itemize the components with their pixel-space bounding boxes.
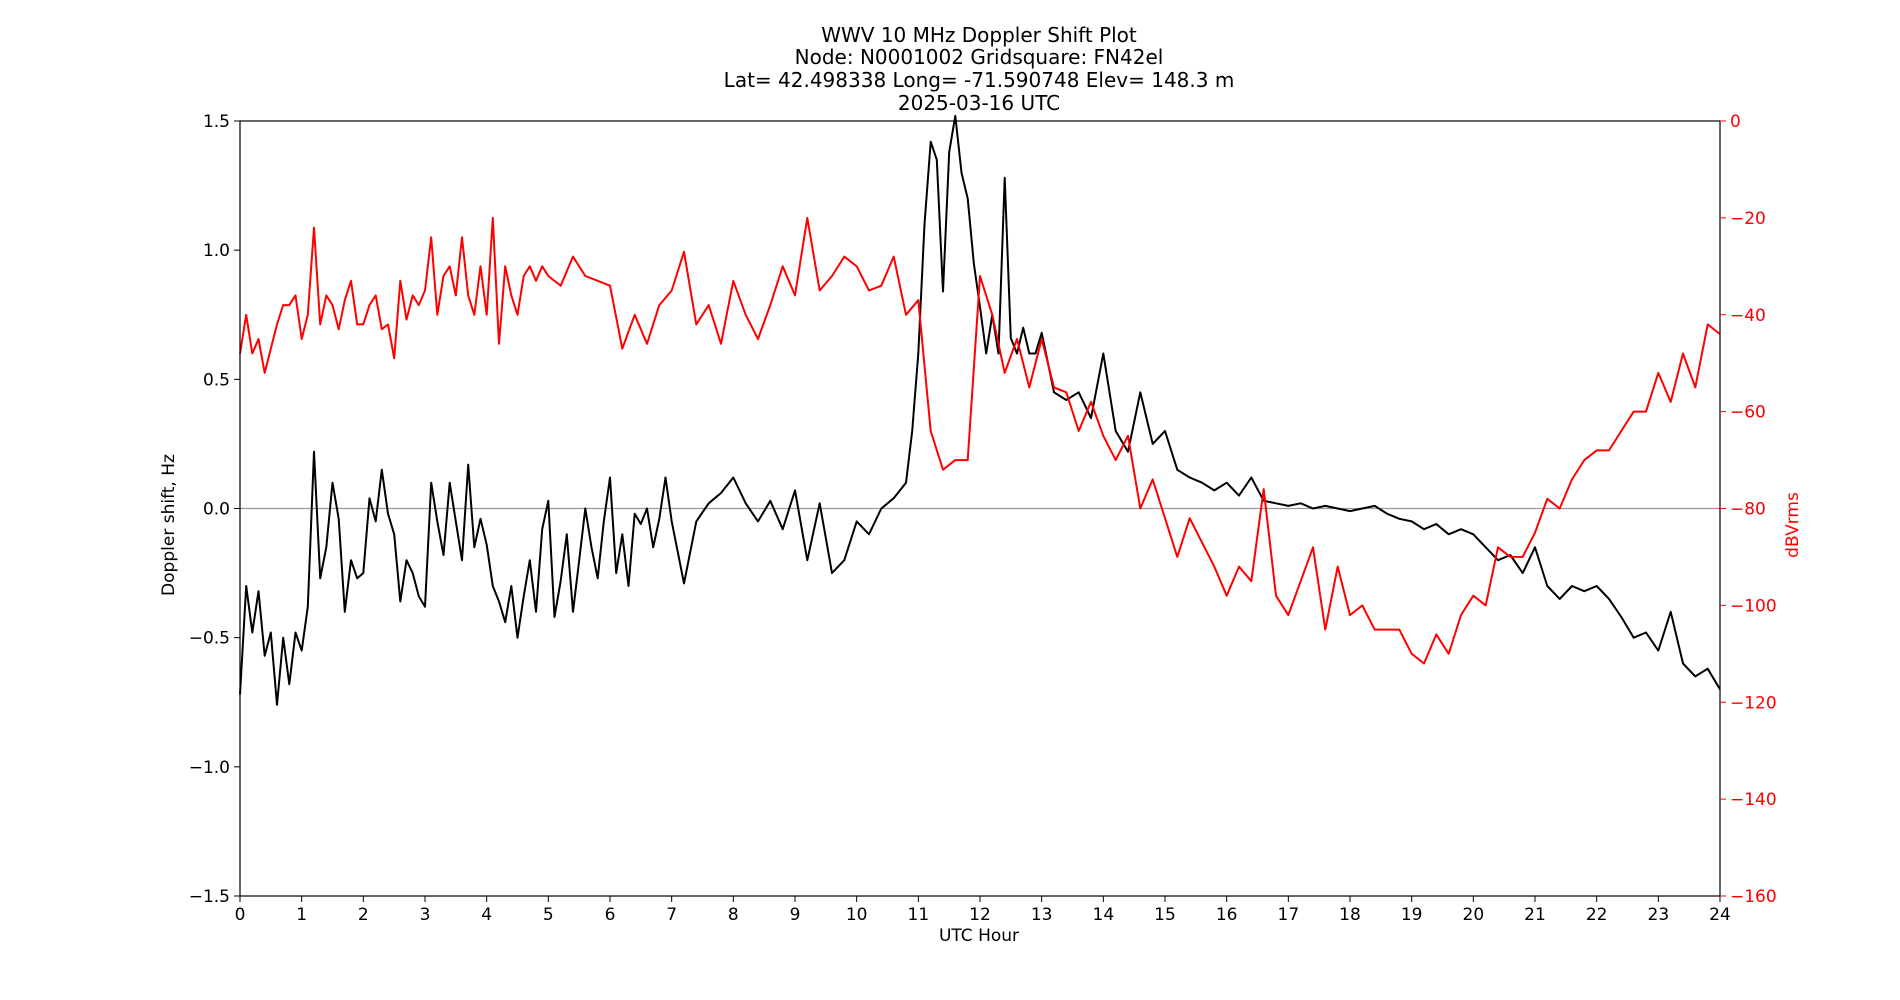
- title-line-4: 2025-03-16 UTC: [898, 91, 1060, 115]
- x-tick-label: 5: [543, 905, 554, 925]
- y2-axis-label: dBVrms: [1783, 492, 1803, 558]
- y2-tick-label: −100: [1730, 596, 1777, 616]
- axis-ticks: 0 1 2 3 4 5 6 7 8 9 10 11 12 13 14 15 16 17 18 19 20 21 22 23 24…: [189, 112, 1777, 925]
- y2-tick-label: −40: [1730, 306, 1766, 326]
- y2-tick-label: −120: [1730, 693, 1777, 713]
- x-tick-label: 20: [1463, 905, 1485, 925]
- x-tick-label: 15: [1154, 905, 1176, 925]
- x-tick-label: 7: [666, 905, 677, 925]
- signal-level-series-line: [239, 216, 1721, 665]
- x-tick-label: 23: [1648, 905, 1670, 925]
- x-tick-label: 19: [1401, 905, 1423, 925]
- x-tick-label: 24: [1709, 905, 1731, 925]
- x-tick-label: 21: [1524, 905, 1546, 925]
- x-tick-label: 14: [1093, 905, 1115, 925]
- x-tick-label: 13: [1031, 905, 1053, 925]
- x-tick-label: 12: [969, 905, 991, 925]
- y-tick-label: −0.5: [189, 629, 230, 649]
- y-tick-label: −1.5: [189, 887, 230, 907]
- y2-tick-label: −160: [1730, 887, 1777, 907]
- title-line-3: Lat= 42.498338 Long= -71.590748 Elev= 14…: [724, 68, 1235, 92]
- title-line-2: Node: N0001002 Gridsquare: FN42el: [795, 45, 1164, 69]
- x-tick-label: 22: [1586, 905, 1608, 925]
- x-tick-label: 17: [1278, 905, 1300, 925]
- y-tick-label: −1.0: [189, 758, 230, 778]
- title-line-1: WWV 10 MHz Doppler Shift Plot: [821, 23, 1137, 47]
- y2-tick-label: −60: [1730, 403, 1766, 423]
- x-axis-label: UTC Hour: [939, 926, 1019, 946]
- y-axis-label: Doppler shift, Hz: [159, 454, 179, 596]
- chart-title: WWV 10 MHz Doppler Shift Plot Node: N000…: [724, 23, 1235, 115]
- y2-tick-label: 0: [1730, 112, 1741, 132]
- y2-tick-label: −20: [1730, 209, 1766, 229]
- x-tick-label: 9: [790, 905, 801, 925]
- x-tick-label: 18: [1339, 905, 1361, 925]
- x-tick-label: 0: [235, 905, 246, 925]
- x-tick-label: 1: [296, 905, 307, 925]
- x-tick-label: 8: [728, 905, 739, 925]
- y-tick-label: 1.0: [203, 241, 230, 261]
- y-tick-label: 0.5: [203, 370, 230, 390]
- x-tick-label: 3: [420, 905, 431, 925]
- x-tick-label: 10: [846, 905, 868, 925]
- x-tick-label: 2: [358, 905, 369, 925]
- y-tick-label: 0.0: [203, 500, 230, 520]
- y2-tick-label: −140: [1730, 790, 1777, 810]
- x-tick-label: 16: [1216, 905, 1238, 925]
- y2-tick-label: −80: [1730, 500, 1766, 520]
- x-tick-label: 6: [605, 905, 616, 925]
- x-tick-label: 4: [481, 905, 492, 925]
- doppler-shift-series-line: [239, 114, 1721, 706]
- x-tick-label: 11: [908, 905, 930, 925]
- plot-area: [239, 114, 1721, 897]
- y-tick-label: 1.5: [203, 112, 230, 132]
